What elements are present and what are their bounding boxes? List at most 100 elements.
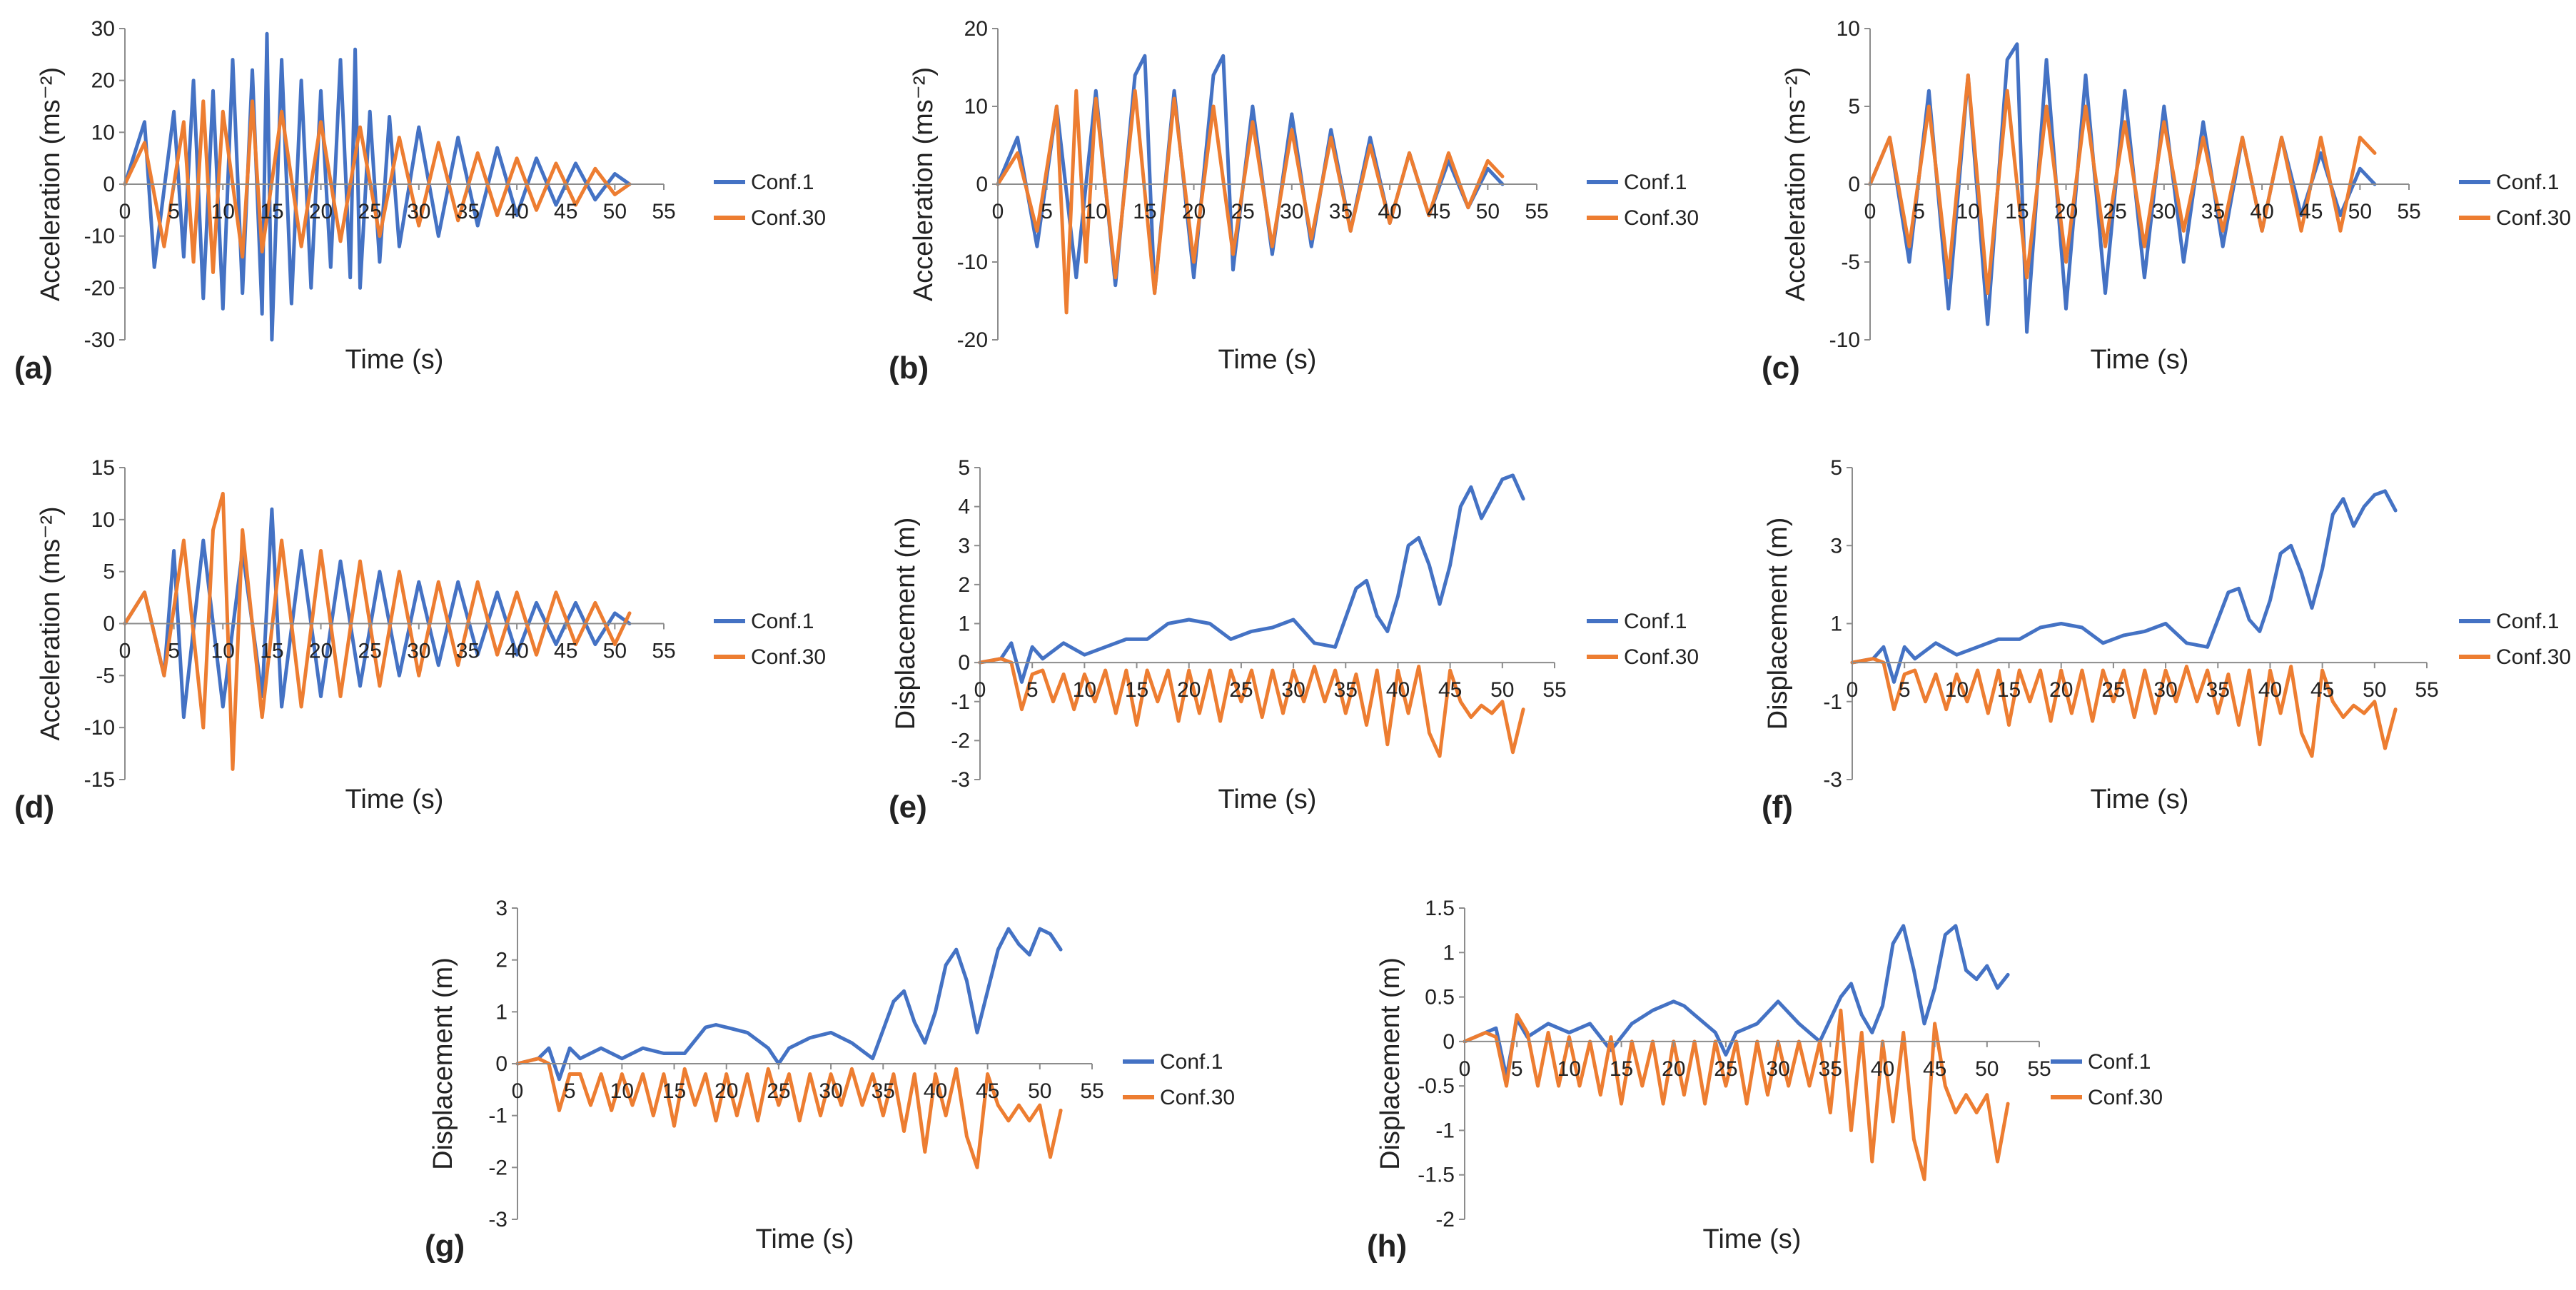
y-axis-label: Displacement (m) (1375, 957, 1405, 1170)
x-tick-label: 30 (2153, 678, 2177, 702)
x-tick-label: 20 (1182, 200, 1206, 223)
y-tick-label: -2 (951, 729, 970, 752)
y-tick-label: -20 (957, 328, 988, 352)
x-tick-label: 50 (1028, 1079, 1051, 1103)
y-tick-label: -0.5 (1418, 1074, 1455, 1098)
x-tick-label: 55 (1525, 200, 1548, 223)
x-tick-label: 15 (260, 640, 283, 663)
x-tick-label: 35 (1819, 1057, 1842, 1081)
legend-label-conf30: Conf.30 (751, 206, 826, 230)
legend-label-conf30: Conf.30 (751, 645, 826, 669)
x-tick-label: 50 (1476, 200, 1500, 223)
x-tick-label: 45 (1427, 200, 1450, 223)
x-tick-label: 35 (456, 200, 480, 223)
y-tick-label: 1 (1830, 613, 1842, 636)
y-axis-label: Displacement (m) (1763, 518, 1793, 730)
x-tick-label: 20 (309, 200, 333, 223)
x-tick-label: 45 (1923, 1057, 1946, 1081)
chart-panel-c: -10 -5 0 5 10 0 5 10 15 20 25 30 35 40 45 50 55 Accelerat… (1762, 17, 2571, 386)
x-tick-label: 55 (1080, 1079, 1103, 1103)
x-tick-label: 25 (1714, 1057, 1737, 1081)
x-axis-label: Time (s) (345, 345, 444, 375)
x-tick-label: 30 (1766, 1057, 1789, 1081)
x-tick-label: 35 (2201, 200, 2225, 223)
series-line-conf1 (1463, 924, 2010, 1079)
series-line-conf1 (123, 507, 632, 720)
x-tick-label: 0 (119, 640, 131, 663)
y-tick-label: 5 (1830, 456, 1842, 480)
y-tick-label: 0 (495, 1052, 507, 1076)
y-tick-label: 3 (1830, 534, 1842, 558)
x-tick-label: 30 (1280, 200, 1303, 223)
y-axis-label: Acceleration (ms⁻²) (36, 506, 66, 740)
x-tick-label: 10 (1084, 200, 1108, 223)
y-tick-label: 0.5 (1425, 986, 1455, 1009)
x-tick-label: 25 (358, 640, 381, 663)
x-tick-label: 30 (407, 200, 430, 223)
y-tick-label: 3 (495, 897, 507, 920)
series-line-conf1 (1850, 489, 2398, 684)
x-tick-label: 5 (1041, 200, 1053, 223)
x-tick-label: 5 (1913, 200, 1925, 223)
legend-label-conf30: Conf.30 (2496, 645, 2571, 669)
x-tick-label: 45 (554, 640, 577, 663)
y-tick-label: 2 (958, 573, 970, 597)
y-tick-label: 0 (1848, 173, 1860, 196)
x-tick-label: 55 (652, 640, 675, 663)
panel-label: (b) (889, 351, 929, 386)
y-tick-label: 1 (495, 1000, 507, 1024)
x-tick-label: 20 (1662, 1057, 1685, 1081)
y-tick-label: -15 (84, 768, 115, 792)
y-axis-label: Acceleration (ms⁻²) (1781, 67, 1811, 301)
panel-label: (a) (14, 351, 53, 386)
series-line-conf30 (515, 1057, 1063, 1169)
legend-label-conf1: Conf.1 (2496, 610, 2559, 633)
legend-label-conf1: Conf.1 (1624, 171, 1687, 194)
y-tick-label: 0 (103, 613, 115, 636)
y-tick-label: 0 (958, 651, 970, 675)
legend-label-conf30: Conf.30 (1160, 1086, 1235, 1109)
x-tick-label: 0 (1847, 678, 1859, 702)
y-tick-label: -1.5 (1418, 1164, 1455, 1187)
x-tick-label: 45 (2310, 678, 2334, 702)
y-tick-label: 1 (1443, 941, 1455, 964)
x-tick-label: 55 (2397, 200, 2420, 223)
y-tick-label: -10 (84, 225, 115, 248)
y-tick-label: 0 (103, 173, 115, 196)
x-tick-label: 50 (2363, 678, 2386, 702)
x-tick-label: 30 (1281, 678, 1305, 702)
x-tick-label: 0 (512, 1079, 524, 1103)
y-tick-label: -10 (84, 716, 115, 740)
y-tick-label: 30 (91, 17, 115, 41)
x-tick-label: 25 (358, 200, 381, 223)
x-tick-label: 45 (976, 1079, 999, 1103)
y-tick-label: 2 (495, 949, 507, 972)
y-tick-label: -20 (84, 276, 115, 300)
x-tick-label: 25 (1231, 200, 1254, 223)
panel-label: (f) (1762, 790, 1793, 825)
legend-label-conf30: Conf.30 (1624, 206, 1699, 230)
x-tick-label: 15 (1997, 678, 2021, 702)
x-tick-label: 5 (168, 200, 180, 223)
x-tick-label: 15 (2005, 200, 2029, 223)
y-axis-label: Displacement (m) (891, 518, 921, 730)
y-tick-label: -1 (1823, 690, 1842, 714)
y-tick-label: 0 (1443, 1030, 1455, 1054)
x-tick-label: 15 (1133, 200, 1156, 223)
y-tick-label: 1 (958, 613, 970, 636)
x-tick-label: 5 (168, 640, 180, 663)
x-tick-label: 40 (924, 1079, 947, 1103)
x-tick-label: 35 (1329, 200, 1353, 223)
x-tick-label: 40 (2258, 678, 2282, 702)
x-tick-label: 25 (1229, 678, 1253, 702)
legend-label-conf1: Conf.1 (1624, 610, 1687, 633)
y-tick-label: -5 (96, 664, 115, 687)
panel-label: (g) (425, 1229, 465, 1264)
y-tick-label: 10 (1837, 17, 1860, 41)
y-tick-label: 15 (91, 456, 115, 480)
x-tick-label: 10 (610, 1079, 634, 1103)
y-tick-label: -3 (1823, 768, 1842, 792)
